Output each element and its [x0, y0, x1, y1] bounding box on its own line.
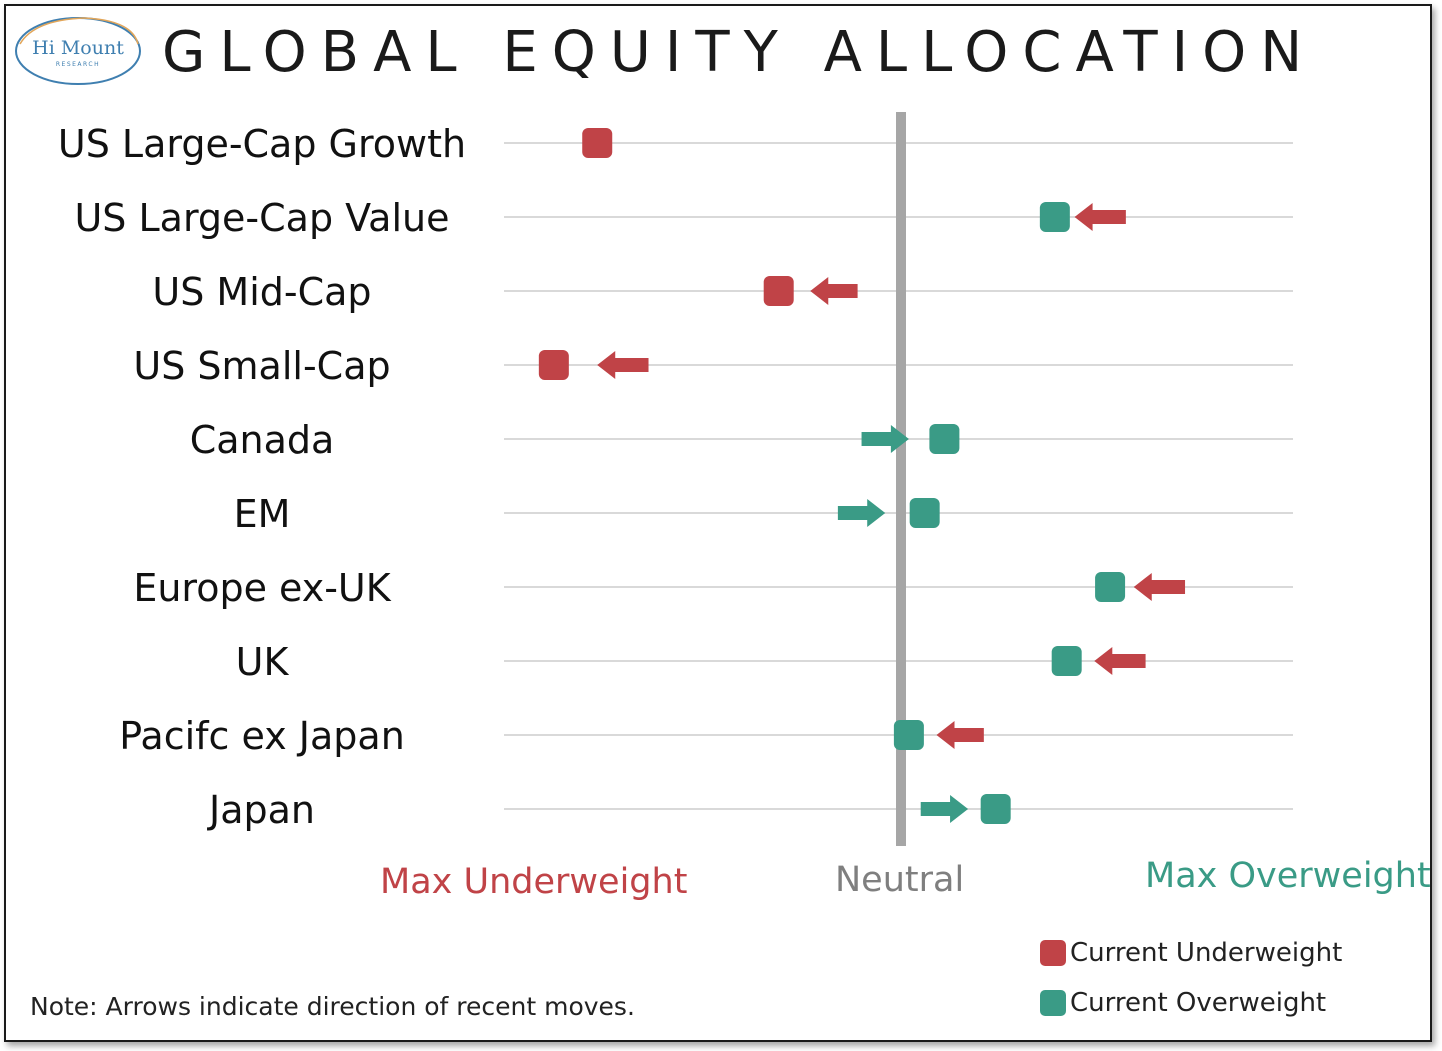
- logo-text: Hi Mount: [32, 37, 124, 59]
- move-arrow: [936, 721, 984, 749]
- footnote: Note: Arrows indicate direction of recen…: [30, 992, 635, 1021]
- move-arrow: [1074, 203, 1126, 231]
- category-label: UK: [236, 640, 290, 684]
- legend-underweight-swatch: [1040, 940, 1066, 966]
- category-label: US Large-Cap Value: [74, 196, 449, 240]
- category-label: US Large-Cap Growth: [58, 122, 466, 166]
- category-label: EM: [234, 492, 291, 536]
- chart-frame: [4, 4, 1432, 1042]
- move-arrow: [861, 425, 909, 453]
- move-arrow: [1133, 573, 1186, 601]
- category-label: Japan: [207, 788, 315, 832]
- hi-mount-logo: Hi Mount RESEARCH: [15, 17, 141, 85]
- move-arrow: [920, 795, 969, 823]
- underweight-marker: [582, 128, 613, 158]
- overweight-marker: [893, 720, 924, 750]
- overweight-marker: [1095, 572, 1126, 602]
- category-label: Europe ex-UK: [133, 566, 391, 610]
- underweight-marker: [763, 276, 794, 306]
- legend-overweight-swatch: [1040, 990, 1066, 1016]
- overweight-marker: [929, 424, 960, 454]
- legend-overweight-label: Current Overweight: [1070, 988, 1327, 1018]
- category-label: Canada: [190, 418, 335, 462]
- overweight-marker: [1039, 202, 1070, 232]
- move-arrow: [837, 499, 886, 527]
- category-label: US Mid-Cap: [152, 270, 371, 314]
- chart-title: GLOBAL EQUITY ALLOCATION: [162, 20, 1317, 85]
- max-underweight-label: Max Underweight: [380, 862, 688, 902]
- category-label: US Small-Cap: [133, 344, 390, 388]
- overweight-marker: [909, 498, 940, 528]
- move-arrow: [597, 351, 649, 379]
- underweight-marker: [538, 350, 569, 380]
- neutral-label: Neutral: [835, 860, 965, 900]
- logo-subtext: RESEARCH: [56, 61, 100, 68]
- max-overweight-label: Max Overweight: [1145, 856, 1431, 896]
- overweight-marker: [980, 794, 1011, 824]
- legend-overweight: Current Overweight: [1040, 988, 1326, 1018]
- move-arrow: [1094, 647, 1146, 675]
- category-label: Pacifc ex Japan: [119, 714, 405, 758]
- neutral-line: [896, 112, 906, 846]
- move-arrow: [810, 277, 858, 305]
- overweight-marker: [1051, 646, 1082, 676]
- legend-underweight: Current Underweight: [1040, 938, 1342, 968]
- legend-underweight-label: Current Underweight: [1070, 938, 1343, 968]
